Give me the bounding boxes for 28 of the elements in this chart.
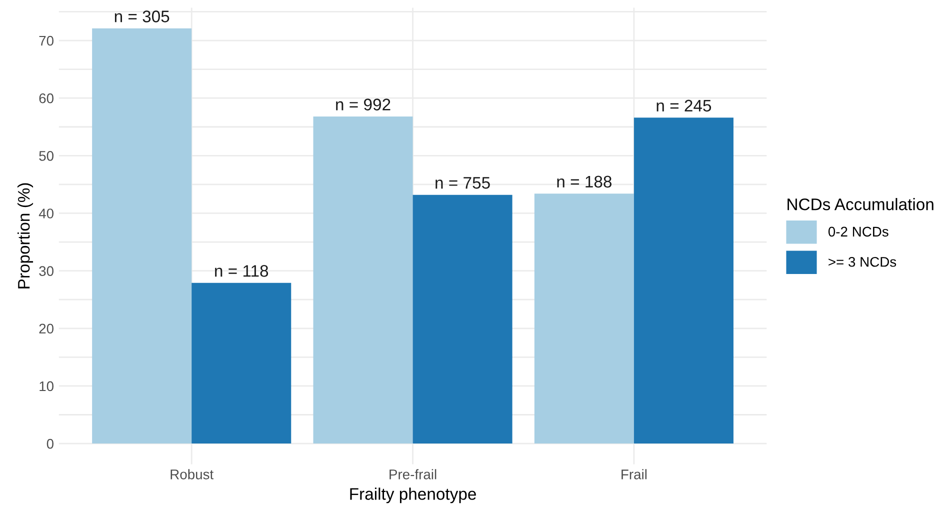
- x-axis-title: Frailty phenotype: [350, 488, 476, 504]
- y-axis-title: Proportion (%): [18, 183, 34, 288]
- y-tick-label: 20: [39, 324, 54, 334]
- annotation: n = 118: [215, 265, 268, 277]
- y-tick-label: 0: [46, 438, 54, 449]
- bar: [192, 282, 292, 444]
- annotation: n = 245: [656, 100, 712, 112]
- annotation: n = 755: [436, 177, 490, 189]
- legend-title: NCDs Accumulation: [788, 198, 934, 210]
- x-tick-label: Pre-frail: [390, 469, 436, 480]
- bar: [634, 118, 734, 444]
- y-tick-label: 10: [40, 381, 54, 392]
- y-tick-label: 50: [39, 150, 54, 161]
- x-tick-label: Frail: [622, 469, 647, 480]
- bar: [412, 194, 512, 444]
- bar: [92, 28, 192, 444]
- y-tick-label: 60: [39, 93, 54, 104]
- y-tick-label: 40: [38, 208, 54, 218]
- legend-label: 0-2 NCDs: [828, 226, 888, 237]
- legend-label: >= 3 NCDs: [828, 256, 896, 267]
- annotation: n = 188: [557, 176, 612, 188]
- bar: [313, 116, 413, 444]
- y-tick-label: 30: [39, 266, 54, 276]
- annotation: n = 305: [114, 10, 170, 22]
- bar: [534, 194, 634, 444]
- y-tick-label: 70: [39, 36, 54, 46]
- annotation: n = 992: [336, 98, 390, 110]
- x-tick-label: Robust: [170, 469, 214, 480]
